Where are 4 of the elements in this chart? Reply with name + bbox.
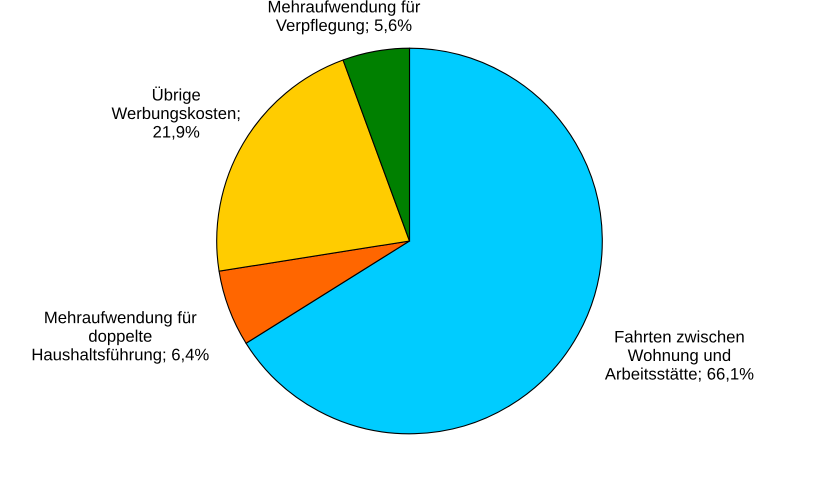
slice-label: Fahrten zwischen Wohnung und Arbeitsstätte; 66,1%: [604, 330, 754, 382]
slice-label: Übrige Werbungskosten; 21,9%: [112, 86, 240, 140]
slice-label: Mehraufwendung für Verpflegung; 5,6%: [268, 0, 420, 34]
slice-label: Mehraufwendung für doppelte Haushaltsführung; 6,4%: [32, 311, 209, 364]
